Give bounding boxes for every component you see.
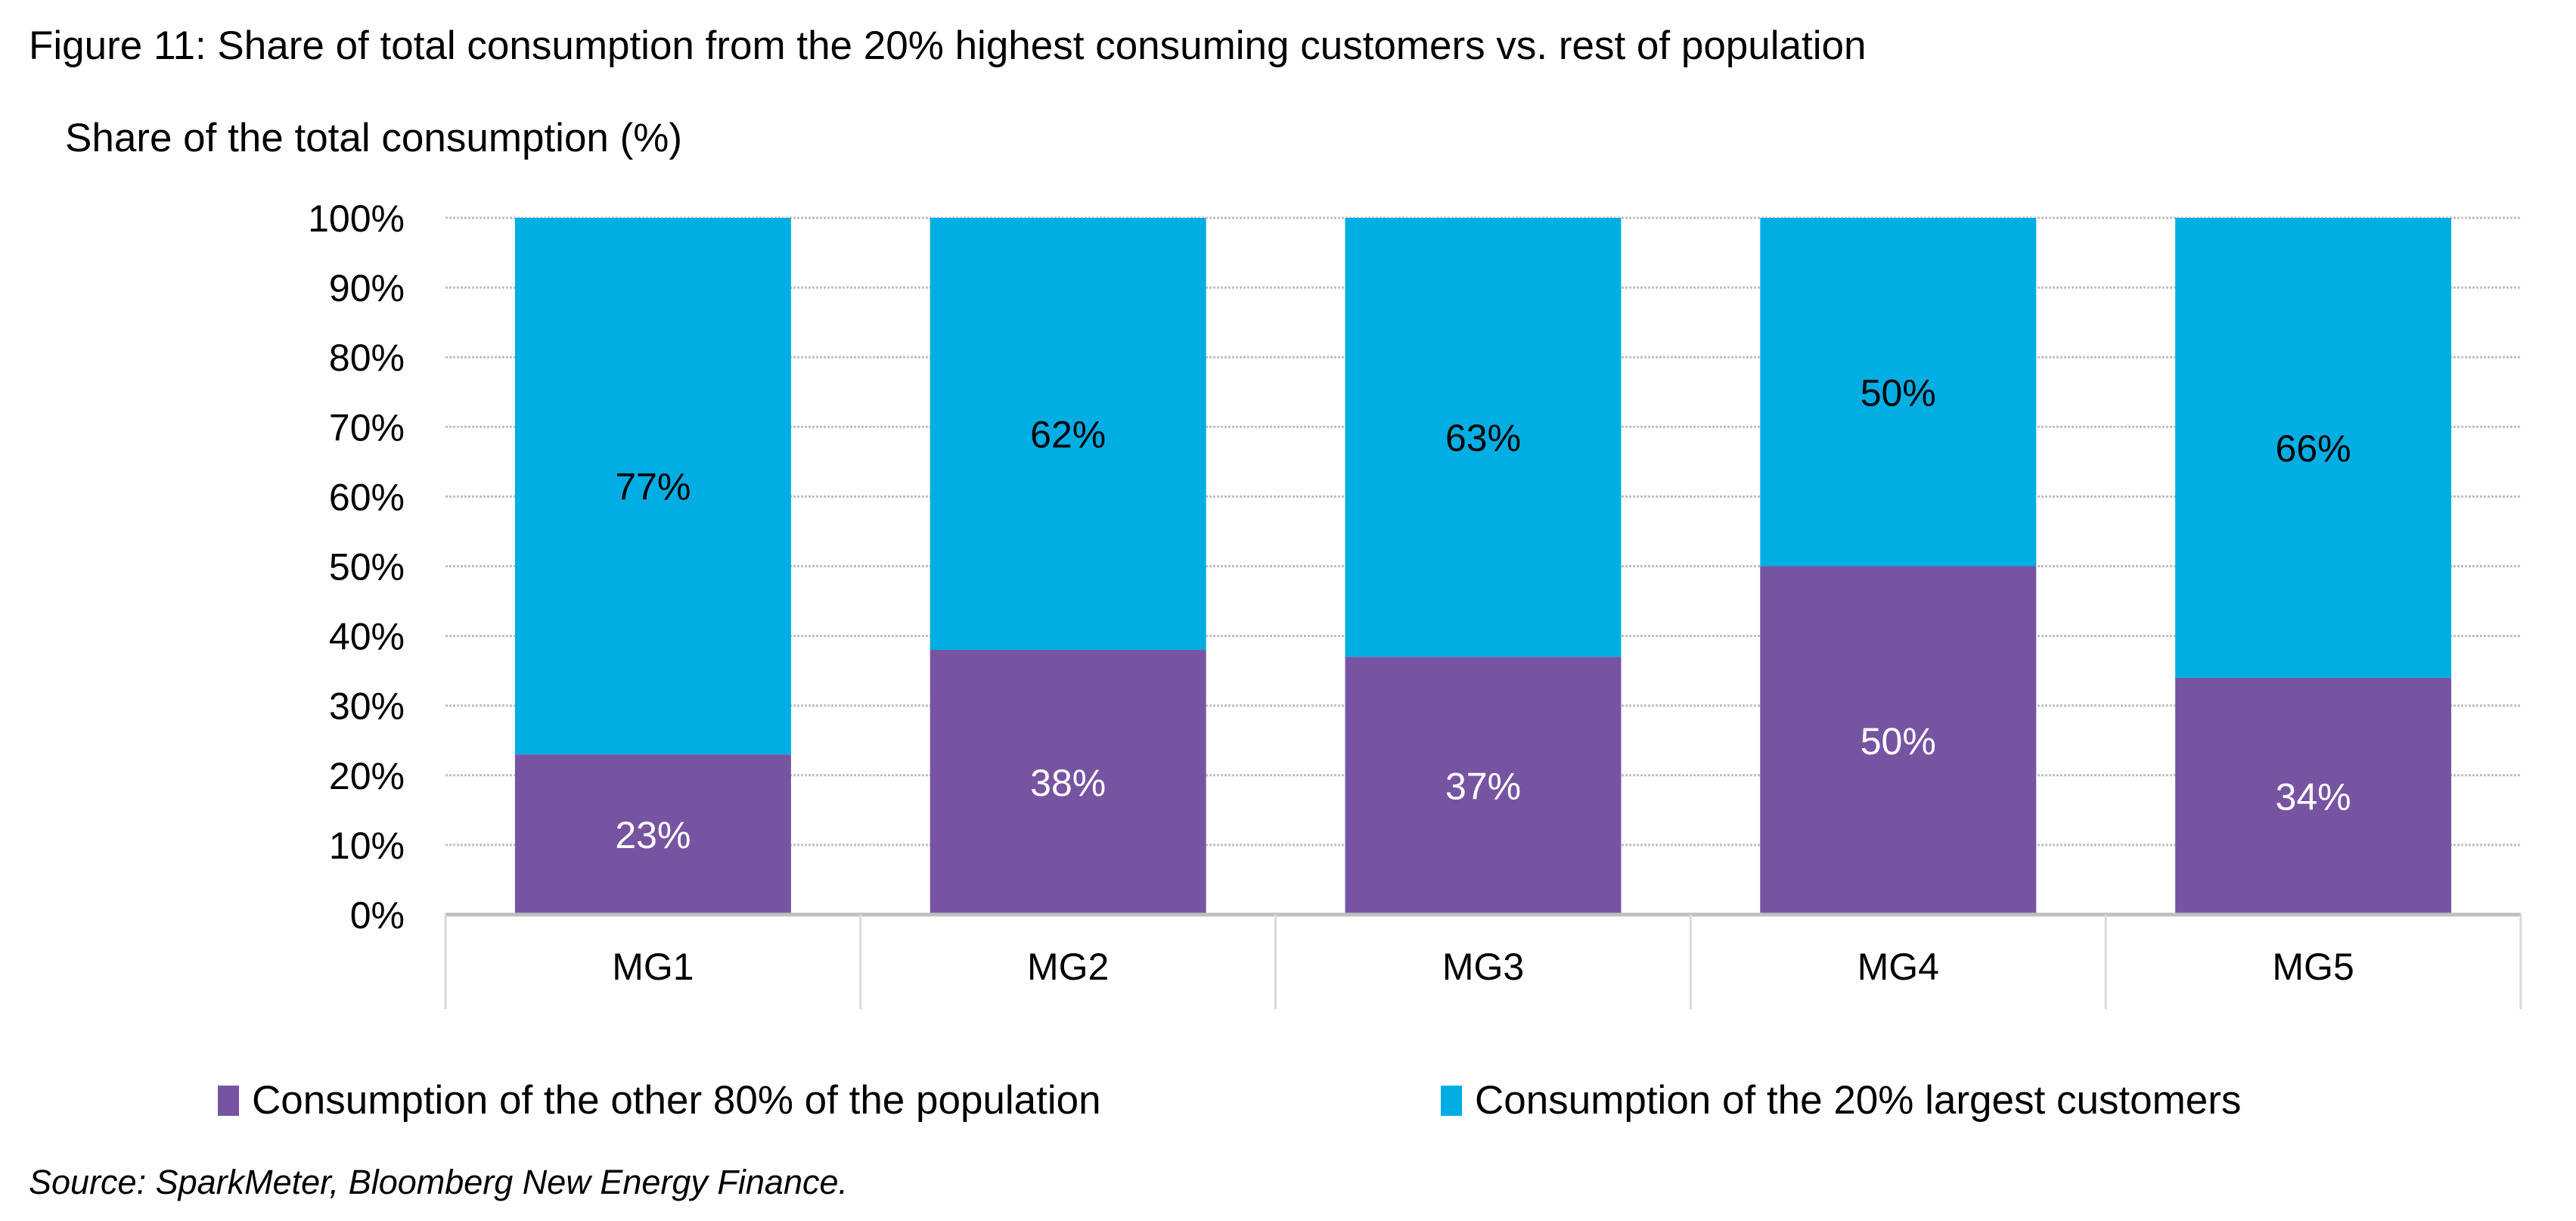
bar-segment [930,218,1206,651]
bar-segment [1760,566,2037,915]
data-label: 63% [1445,417,1521,459]
y-tick-label: 0% [350,894,405,937]
legend-label: Consumption of the other 80% of the popu… [252,1078,1101,1123]
data-label: 23% [615,814,691,856]
source-note: Source: SparkMeter, Bloomberg New Energy… [29,1163,848,1201]
y-tick-label: 20% [329,755,405,797]
bar-segment [1345,657,1622,915]
legend-swatch [1441,1086,1462,1116]
bar-segment [514,754,791,915]
y-tick-label: 60% [329,476,405,518]
legend-swatch [218,1086,239,1116]
bar-segment [930,650,1206,915]
data-label: 50% [1861,720,1936,763]
y-tick-label: 100% [308,197,405,240]
x-tick-label: MG5 [2272,946,2354,988]
x-tick-label: MG4 [1858,946,1939,988]
data-label: 34% [2276,775,2351,818]
data-label: 66% [2276,427,2351,470]
x-tick-label: MG3 [1442,946,1524,988]
x-tick-label: MG1 [612,946,694,988]
y-tick-label: 10% [329,825,405,867]
bar-segment [2175,677,2452,915]
y-axis-title: Share of the total consumption (%) [65,116,682,160]
bar-segment [514,218,791,755]
y-tick-label: 80% [329,337,405,379]
legend-label: Consumption of the 20% largest customers [1475,1078,2241,1123]
y-tick-label: 90% [329,267,405,309]
x-tick-label: MG2 [1027,946,1109,988]
y-tick-label: 30% [329,685,405,728]
bar-segment [1345,218,1622,657]
data-label: 37% [1445,766,1521,808]
data-label: 77% [615,466,691,508]
bar-segment [1760,218,2037,567]
data-label: 38% [1030,762,1106,804]
bar-segment [2175,218,2452,678]
y-tick-label: 40% [329,616,405,658]
chart-title: Figure 11: Share of total consumption fr… [29,23,1866,68]
y-tick-label: 50% [329,546,405,589]
data-label: 62% [1030,414,1106,456]
data-label: 50% [1861,371,1936,414]
y-tick-label: 70% [329,406,405,449]
